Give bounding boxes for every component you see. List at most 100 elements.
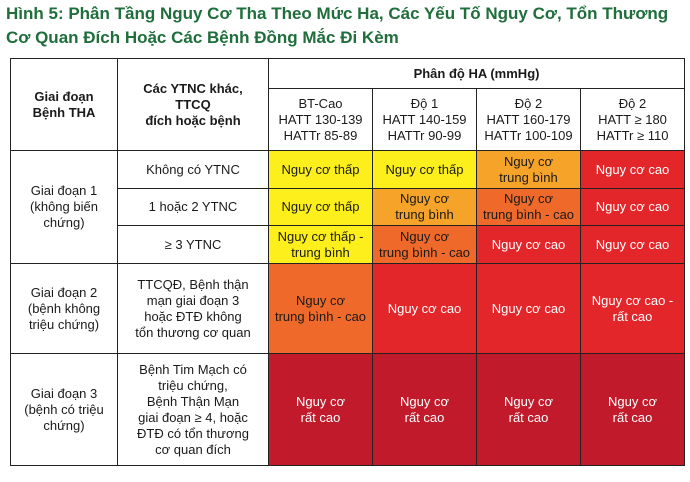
risk-factor-line: Không có YTNC bbox=[146, 161, 240, 177]
header-bp-level: Độ 2 HATT ≥ 180 HATTr ≥ 110 bbox=[579, 88, 686, 151]
bp-level-hattr: HATTr 90-99 bbox=[387, 127, 462, 143]
header-bp-level: BT-Cao HATT 130-139 HATTr 85-89 bbox=[268, 88, 373, 151]
stage-label-line: (không biến bbox=[30, 199, 98, 214]
risk-factor-label: Bệnh Tim Mạch có triệu chứng, Bệnh Thận … bbox=[117, 353, 269, 466]
risk-cell: Nguy cơ cao bbox=[372, 263, 477, 354]
risk-text: Nguy cơ cao bbox=[595, 236, 670, 252]
risk-text: Nguy cơ bbox=[504, 191, 553, 206]
risk-cell: Nguy cơ trung bình bbox=[476, 150, 581, 189]
risk-cell: Nguy cơ cao - rất cao bbox=[579, 263, 686, 354]
risk-text: Nguy cơ cao bbox=[595, 161, 670, 177]
stage-label-line: Giai đoạn 2 bbox=[30, 284, 98, 300]
risk-cell: Nguy cơ cao bbox=[579, 225, 686, 264]
risk-cell: Nguy cơ trung bình - cao bbox=[372, 225, 477, 264]
risk-factor-line: Bệnh Tim Mạch có bbox=[139, 361, 247, 377]
risk-factor-line: Bệnh Thận Mạn bbox=[146, 393, 240, 409]
stage-label-line: Giai đoạn 3 bbox=[30, 385, 98, 401]
risk-factor-label: TTCQĐ, Bệnh thận mạn giai đoạn 3 hoặc ĐT… bbox=[117, 263, 269, 354]
risk-cell: Nguy cơ thấp bbox=[372, 150, 477, 189]
bp-level-hatt: HATT 130-139 bbox=[278, 111, 363, 127]
header-stage-line: Giai đoạn bbox=[34, 88, 94, 104]
risk-text: Nguy cơ thấp - bbox=[277, 228, 364, 244]
risk-text: Nguy cơ bbox=[400, 191, 449, 206]
stage-label-line: triệu chứng) bbox=[28, 316, 100, 332]
risk-factor-label: Không có YTNC bbox=[117, 150, 269, 189]
bp-level-name: Độ 2 bbox=[514, 95, 543, 111]
risk-cell: Nguy cơ trung bình - cao bbox=[268, 263, 373, 354]
header-stage: Giai đoạn Bệnh THA bbox=[10, 58, 118, 151]
risk-factor-line: tổn thương cơ quan bbox=[135, 324, 251, 340]
risk-factor-line: ĐTĐ có tổn thương bbox=[137, 425, 249, 441]
risk-text: Nguy cơ bbox=[504, 393, 553, 409]
stage-label-line: (bệnh không bbox=[27, 300, 101, 316]
risk-text: rất cao bbox=[300, 409, 341, 425]
bp-level-name: BT-Cao bbox=[298, 95, 343, 111]
risk-factor-label: 1 hoặc 2 YTNC bbox=[117, 188, 269, 226]
risk-cell: Nguy cơ cao bbox=[579, 150, 686, 189]
risk-text: Nguy cơ thấp bbox=[281, 199, 360, 214]
risk-factor-line: 1 hoặc 2 YTNC bbox=[148, 199, 238, 214]
risk-factor-line: ≥ 3 YTNC bbox=[164, 236, 222, 252]
risk-factor-label: ≥ 3 YTNC bbox=[117, 225, 269, 264]
bp-level-hatt: HATT 140-159 bbox=[382, 111, 467, 127]
stage-label: Giai đoạn 1 (không biến chứng) bbox=[10, 150, 118, 264]
stage-label: Giai đoạn 3 (bệnh có triệu chứng) bbox=[10, 353, 118, 466]
risk-stratification-table: Giai đoạn Bệnh THA Các YTNC khác, TTCQ đ… bbox=[10, 58, 686, 466]
risk-cell: Nguy cơ cao bbox=[476, 263, 581, 354]
header-factors-line: TTCQ bbox=[175, 96, 211, 112]
risk-factor-line: TTCQĐ, Bệnh thận bbox=[137, 276, 249, 292]
risk-text: rất cao bbox=[612, 409, 653, 425]
risk-text: Nguy cơ bbox=[504, 153, 553, 169]
risk-factor-line: cơ quan đích bbox=[155, 441, 231, 457]
bp-level-name: Độ 1 bbox=[410, 95, 439, 111]
stage-label-line: Giai đoạn 1 bbox=[30, 183, 98, 198]
risk-factor-line: hoặc ĐTĐ không bbox=[144, 308, 242, 324]
risk-cell: Nguy cơ thấp bbox=[268, 150, 373, 189]
risk-text: Nguy cơ bbox=[296, 292, 345, 308]
risk-cell: Nguy cơ rất cao bbox=[268, 353, 373, 466]
bp-level-name: Độ 2 bbox=[618, 95, 647, 111]
risk-cell: Nguy cơ thấp bbox=[268, 188, 373, 226]
risk-text: Nguy cơ cao - bbox=[591, 292, 674, 308]
risk-cell: Nguy cơ rất cao bbox=[579, 353, 686, 466]
risk-text: Nguy cơ bbox=[608, 393, 658, 409]
figure-title: Hình 5: Phân Tầng Nguy Cơ Tha Theo Mức H… bbox=[0, 0, 690, 50]
header-stage-line: Bệnh THA bbox=[32, 104, 96, 120]
risk-text: Nguy cơ cao bbox=[491, 300, 566, 316]
risk-text: Nguy cơ cao bbox=[387, 300, 462, 316]
header-bp-group: Phân độ HA (mmHg) bbox=[267, 58, 686, 89]
risk-cell: Nguy cơ trung bình - cao bbox=[476, 188, 581, 226]
bp-level-hatt: HATT 160-179 bbox=[486, 111, 571, 127]
risk-cell: Nguy cơ cao bbox=[476, 225, 581, 264]
risk-text: trung bình - cao bbox=[378, 244, 471, 260]
risk-cell: Nguy cơ thấp - trung bình bbox=[268, 225, 373, 264]
stage-label-line: chứng) bbox=[43, 215, 85, 230]
risk-text: rất cao bbox=[404, 409, 445, 425]
risk-text: trung bình - cao bbox=[482, 207, 575, 222]
risk-text: Nguy cơ cao bbox=[491, 236, 566, 252]
bp-level-hattr: HATTr ≥ 110 bbox=[596, 127, 669, 143]
risk-cell: Nguy cơ trung bình bbox=[372, 188, 477, 226]
risk-factor-line: giai đoạn ≥ 4, hoặc bbox=[138, 409, 248, 425]
risk-cell: Nguy cơ cao bbox=[579, 188, 686, 226]
risk-text: Nguy cơ bbox=[400, 228, 449, 244]
stage-label: Giai đoạn 2 (bệnh không triệu chứng) bbox=[10, 263, 118, 354]
risk-cell: Nguy cơ rất cao bbox=[476, 353, 581, 466]
stage-label-line: (bệnh có triệu bbox=[24, 401, 104, 417]
bp-level-hattr: HATTr 100-109 bbox=[484, 127, 573, 143]
header-factors-line: đích hoặc bệnh bbox=[145, 112, 241, 128]
risk-text: Nguy cơ bbox=[400, 393, 449, 409]
bp-level-hatt: HATT ≥ 180 bbox=[598, 111, 667, 127]
risk-text: rất cao bbox=[612, 308, 653, 324]
risk-text: Nguy cơ bbox=[296, 393, 345, 409]
header-bp-level: Độ 1 HATT 140-159 HATTr 90-99 bbox=[372, 88, 477, 151]
risk-text: Nguy cơ thấp bbox=[281, 161, 360, 177]
figure-title-line-1: Hình 5: Phân Tầng Nguy Cơ Tha Theo Mức H… bbox=[6, 4, 669, 23]
stage-label-line: chứng) bbox=[43, 417, 85, 433]
header-bp-level: Độ 2 HATT 160-179 HATTr 100-109 bbox=[476, 88, 581, 151]
risk-text: Nguy cơ cao bbox=[595, 199, 670, 214]
risk-factor-line: mạn giai đoạn 3 bbox=[146, 292, 240, 308]
header-factors-line: Các YTNC khác, bbox=[143, 80, 243, 96]
risk-text: trung bình - cao bbox=[274, 308, 367, 324]
risk-factor-line: triệu chứng, bbox=[158, 377, 228, 393]
